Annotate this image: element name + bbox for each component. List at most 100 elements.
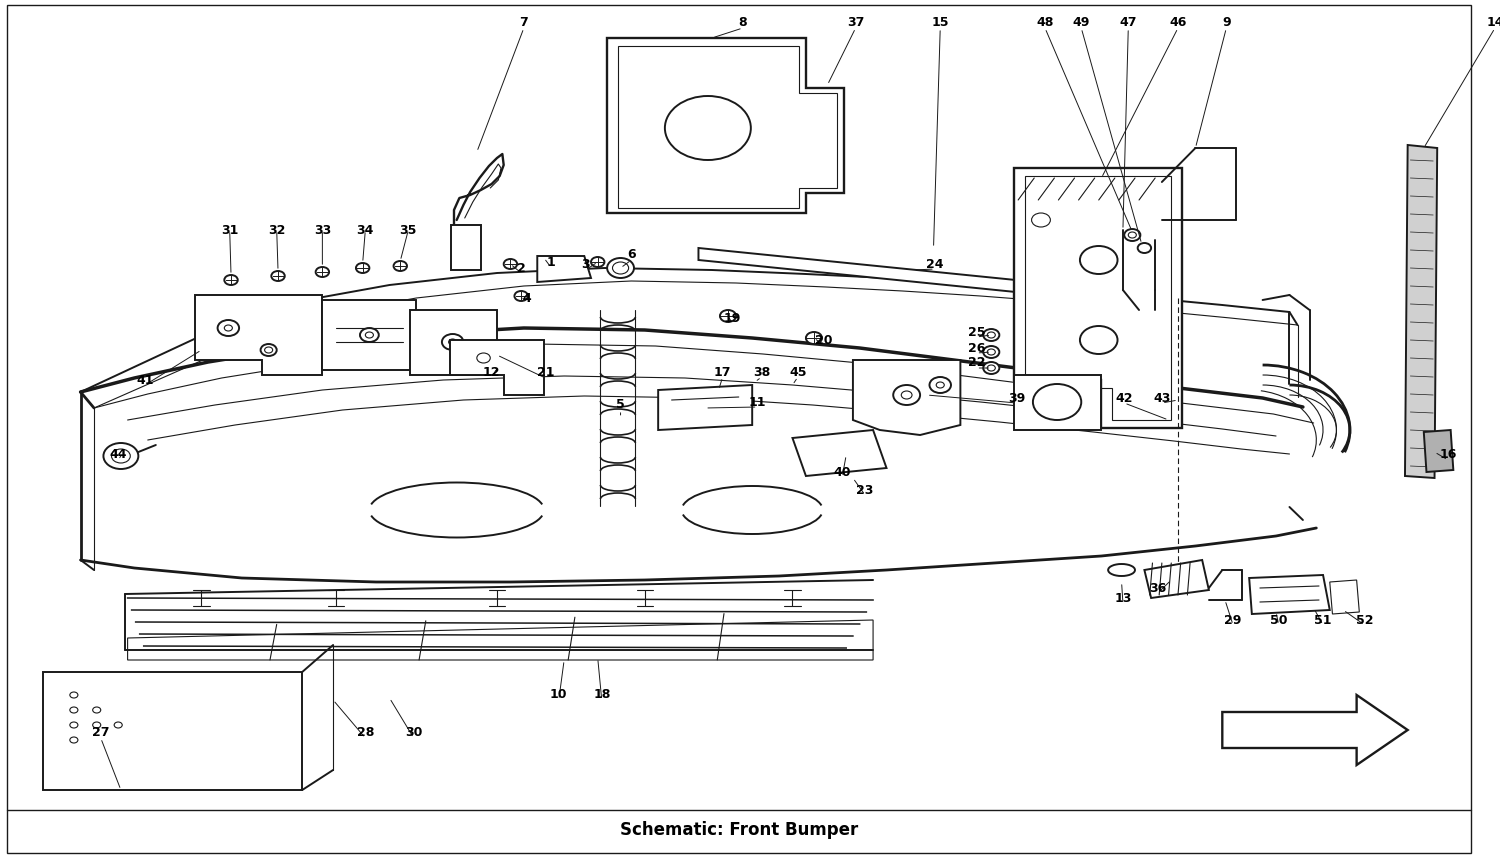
Circle shape <box>936 382 945 388</box>
Text: 38: 38 <box>753 365 770 379</box>
Text: 28: 28 <box>357 727 374 740</box>
Text: 20: 20 <box>815 333 833 346</box>
Circle shape <box>217 320 238 336</box>
Circle shape <box>902 391 912 399</box>
Polygon shape <box>195 295 322 375</box>
Text: 52: 52 <box>1356 613 1374 626</box>
Polygon shape <box>1250 575 1330 614</box>
Text: 5: 5 <box>616 399 626 411</box>
Circle shape <box>982 362 999 374</box>
Text: 30: 30 <box>405 727 423 740</box>
Circle shape <box>987 349 996 355</box>
Text: 14: 14 <box>1486 15 1500 28</box>
Polygon shape <box>699 248 1114 302</box>
Text: 31: 31 <box>220 223 238 236</box>
Circle shape <box>261 344 276 356</box>
Text: 22: 22 <box>968 356 986 369</box>
Circle shape <box>315 267 328 277</box>
Polygon shape <box>410 310 497 375</box>
Text: 35: 35 <box>399 223 417 236</box>
Circle shape <box>1080 246 1118 274</box>
Text: 18: 18 <box>592 689 610 702</box>
Text: 26: 26 <box>968 342 986 355</box>
Polygon shape <box>322 300 417 370</box>
Text: 46: 46 <box>1170 15 1186 28</box>
Circle shape <box>111 449 130 463</box>
Circle shape <box>608 258 634 278</box>
Text: 29: 29 <box>1224 613 1242 626</box>
Polygon shape <box>450 340 544 395</box>
Polygon shape <box>658 385 752 430</box>
Circle shape <box>393 261 406 271</box>
Text: 7: 7 <box>519 15 528 28</box>
Polygon shape <box>1406 145 1437 478</box>
Text: 4: 4 <box>522 291 531 304</box>
Text: 42: 42 <box>1116 392 1132 405</box>
Circle shape <box>356 263 369 273</box>
Circle shape <box>104 443 138 469</box>
Text: 8: 8 <box>738 15 747 28</box>
Circle shape <box>442 334 464 350</box>
Text: 45: 45 <box>789 365 807 379</box>
Circle shape <box>612 262 628 274</box>
Text: 39: 39 <box>1008 392 1026 405</box>
Text: 49: 49 <box>1072 15 1090 28</box>
Text: 24: 24 <box>926 258 944 271</box>
Polygon shape <box>792 430 886 476</box>
Circle shape <box>987 332 996 338</box>
Text: 23: 23 <box>856 484 873 497</box>
Polygon shape <box>608 38 843 213</box>
Text: 2: 2 <box>518 261 525 275</box>
Text: 40: 40 <box>834 466 850 478</box>
Polygon shape <box>1014 168 1182 428</box>
Polygon shape <box>853 360 960 435</box>
Text: 3: 3 <box>582 259 590 271</box>
Circle shape <box>1034 384 1082 420</box>
Text: 17: 17 <box>714 365 732 379</box>
Text: 50: 50 <box>1270 613 1287 626</box>
Text: 32: 32 <box>268 223 285 236</box>
Circle shape <box>982 346 999 358</box>
Circle shape <box>366 332 374 338</box>
Circle shape <box>360 328 380 342</box>
Text: 19: 19 <box>723 312 741 325</box>
Circle shape <box>1125 229 1140 241</box>
Text: 36: 36 <box>1149 582 1167 594</box>
Circle shape <box>448 339 456 345</box>
Circle shape <box>264 347 273 353</box>
Circle shape <box>664 96 752 160</box>
Circle shape <box>1128 232 1137 238</box>
Text: 11: 11 <box>748 395 766 409</box>
Text: 27: 27 <box>92 727 110 740</box>
Circle shape <box>1032 213 1050 227</box>
Polygon shape <box>1222 695 1407 765</box>
Circle shape <box>272 271 285 281</box>
Text: 25: 25 <box>968 326 986 338</box>
Text: 44: 44 <box>110 448 128 461</box>
Text: 21: 21 <box>537 367 554 380</box>
Polygon shape <box>452 225 482 270</box>
Circle shape <box>892 385 920 405</box>
Text: Schematic: Front Bumper: Schematic: Front Bumper <box>620 821 858 839</box>
Text: 6: 6 <box>627 248 636 261</box>
Text: 12: 12 <box>483 367 501 380</box>
Text: 51: 51 <box>1314 613 1332 626</box>
Polygon shape <box>1144 560 1209 598</box>
Text: 10: 10 <box>550 689 567 702</box>
Text: 41: 41 <box>136 374 154 387</box>
Circle shape <box>930 377 951 393</box>
Circle shape <box>225 275 237 285</box>
Polygon shape <box>1014 375 1101 430</box>
Circle shape <box>1137 243 1150 253</box>
Circle shape <box>982 329 999 341</box>
Circle shape <box>504 259 518 269</box>
Circle shape <box>477 353 490 363</box>
Text: 15: 15 <box>932 15 950 28</box>
Text: 1: 1 <box>546 255 555 269</box>
Text: 47: 47 <box>1119 15 1137 28</box>
Circle shape <box>591 257 604 267</box>
Circle shape <box>514 291 528 301</box>
Text: 9: 9 <box>1222 15 1230 28</box>
Text: 16: 16 <box>1440 448 1456 461</box>
Text: 48: 48 <box>1036 15 1053 28</box>
